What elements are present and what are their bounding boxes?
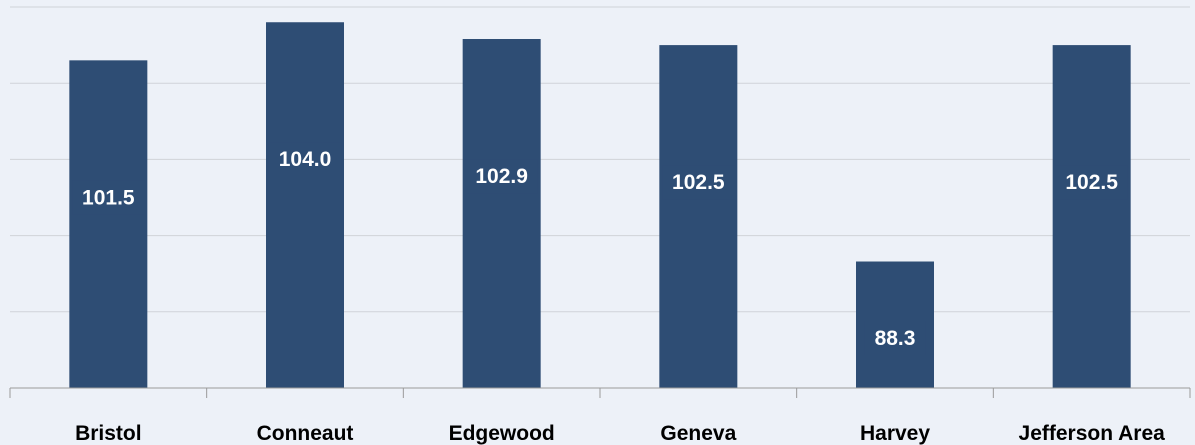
x-axis: Bristol Conneaut Edgewood Geneva Harvey Jeffe…	[9, 387, 1191, 445]
data-labels: 101.5 104.0 102.9 102.5 88.3 102.5	[72, 142, 1128, 355]
data-label: 88.3	[875, 327, 916, 350]
data-label-box	[1055, 165, 1128, 200]
bar-conneaut	[266, 22, 344, 389]
data-label: 104.0	[279, 148, 332, 171]
x-tick-label: Bristol	[75, 422, 142, 445]
data-label: 102.5	[672, 171, 725, 194]
data-label-box	[465, 159, 538, 194]
x-tick-label: Edgewood	[449, 422, 555, 445]
data-label: 101.5	[82, 186, 135, 209]
data-label: 102.5	[1065, 171, 1118, 194]
x-tick-label: Geneva	[660, 422, 736, 445]
gridlines	[10, 6, 1190, 313]
x-tick-label: Conneaut	[257, 422, 354, 445]
data-label-box	[864, 321, 926, 355]
data-label: 102.9	[475, 165, 528, 188]
bars	[69, 22, 1131, 389]
bar-bristol	[69, 60, 148, 389]
bar-edgewood	[462, 39, 541, 389]
data-label-box	[72, 180, 145, 215]
x-tick-label: Jefferson Area	[1019, 422, 1166, 445]
data-label-box	[662, 165, 735, 200]
bar-geneva	[659, 45, 738, 388]
bar-jefferson-area	[1052, 45, 1131, 388]
data-label-box	[268, 142, 342, 177]
x-tick-label: Harvey	[860, 422, 930, 445]
